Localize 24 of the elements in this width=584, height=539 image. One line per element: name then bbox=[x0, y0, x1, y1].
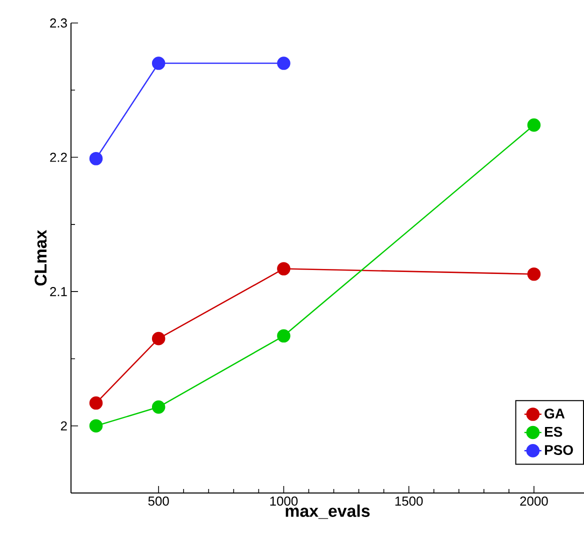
y-axis-title: CLmax bbox=[34, 230, 47, 286]
point bbox=[527, 118, 541, 132]
legend-label: PSO bbox=[545, 445, 573, 455]
point bbox=[277, 56, 290, 70]
x-axis-title: max_evals bbox=[286, 504, 370, 519]
y-tick-label: 2.2 bbox=[50, 152, 67, 162]
legend-label: ES bbox=[545, 426, 562, 437]
point bbox=[527, 267, 541, 281]
point bbox=[152, 56, 166, 70]
x-tick-label: 500 bbox=[148, 496, 169, 506]
point bbox=[89, 419, 103, 433]
point bbox=[89, 152, 103, 166]
y-tick-label: 2.3 bbox=[50, 18, 67, 28]
legend-label: GA bbox=[544, 408, 565, 419]
x-tick-label: 1500 bbox=[395, 496, 423, 506]
point bbox=[89, 396, 103, 410]
point bbox=[152, 400, 166, 414]
point bbox=[277, 262, 290, 276]
point bbox=[152, 332, 166, 346]
x-tick-label: 2000 bbox=[520, 496, 548, 506]
x-tick-label: 1000 bbox=[270, 496, 298, 506]
y-tick-label: 2 bbox=[60, 421, 67, 430]
y-tick-label: 2.1 bbox=[50, 287, 67, 296]
point bbox=[277, 329, 290, 343]
